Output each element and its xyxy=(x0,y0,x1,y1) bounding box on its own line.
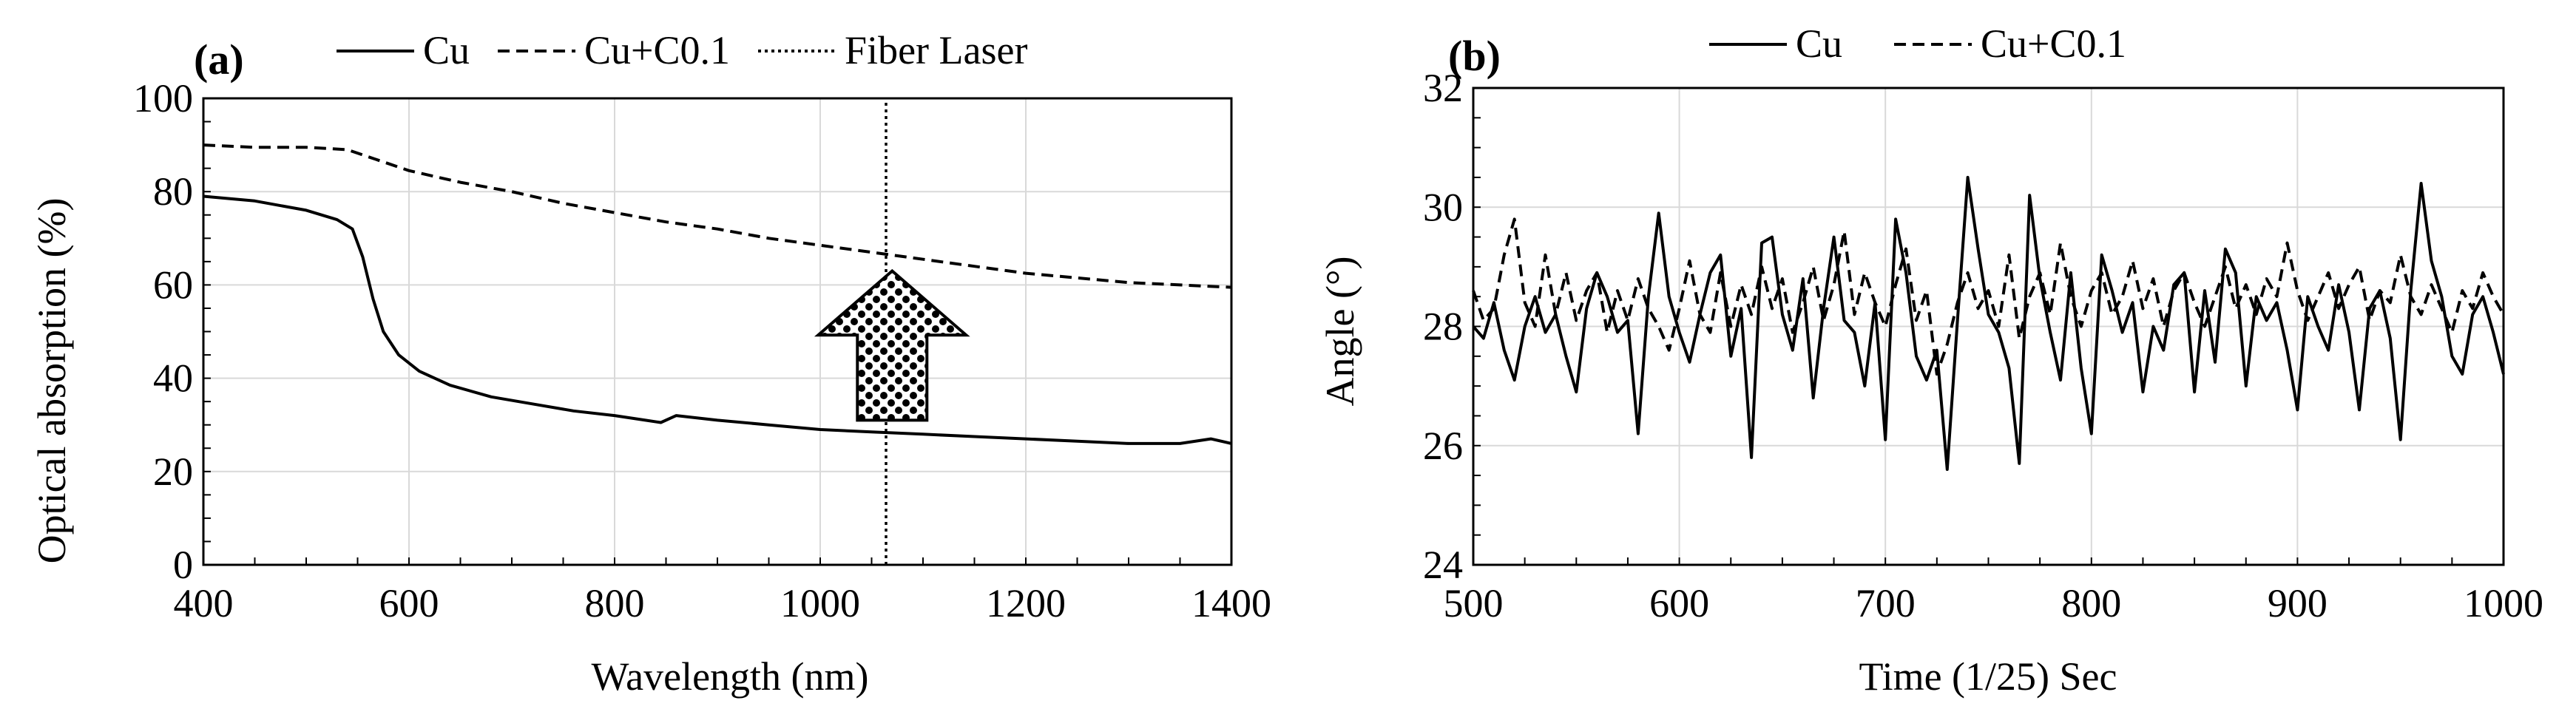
a-x-tick-label: 1200 xyxy=(986,581,1066,625)
a-series-cu xyxy=(203,194,1232,445)
b-x-tick-label: 700 xyxy=(1856,581,1916,625)
b-y-tick-label: 28 xyxy=(1423,305,1463,349)
b-x-tick-label: 1000 xyxy=(2464,581,2543,625)
a-y-tick-label: 80 xyxy=(153,169,193,214)
a-legend-label: Cu xyxy=(423,28,470,72)
panel-b-series xyxy=(1472,175,2505,471)
panel-a-legend: Cu Cu+C0.1 Fiber Laser xyxy=(337,28,1027,72)
b-x-tick-label: 800 xyxy=(2061,581,2121,625)
panel-b-y-axis-label: Angle (°) xyxy=(1318,256,1362,406)
panel-a-label: (a) xyxy=(194,35,244,84)
a-x-tick-label: 1000 xyxy=(780,581,860,625)
panel-b-label: (b) xyxy=(1448,32,1501,80)
panel-a-ticks: 400 600 800 1000 1200 1400 0 20 40 60 80 100 xyxy=(133,76,1271,625)
panel-b-plot-frame xyxy=(1472,86,2505,566)
b-series-cu xyxy=(1472,175,2505,471)
b-legend-label: Cu+C0.1 xyxy=(1981,21,2126,66)
b-x-tick-label: 600 xyxy=(1649,581,1709,625)
b-y-tick-label: 32 xyxy=(1423,66,1463,110)
a-legend-label: Cu+C0.1 xyxy=(584,28,730,72)
panel-a-grid xyxy=(203,98,1231,565)
a-x-tick-label: 600 xyxy=(379,581,439,625)
panel-b-x-axis-label: Time (1/25) Sec xyxy=(1859,654,2117,699)
panel-a-plot-frame xyxy=(202,97,1233,566)
b-y-tick-label: 24 xyxy=(1423,543,1463,587)
panel-a: 400 600 800 1000 1200 1400 0 20 40 60 80 100 Cu Cu+C… xyxy=(30,28,1271,699)
b-y-tick-label: 26 xyxy=(1423,424,1463,468)
panel-a-series xyxy=(203,98,1232,565)
a-y-tick-label: 40 xyxy=(153,356,193,401)
b-y-tick-label: 30 xyxy=(1423,185,1463,229)
a-legend-label: Fiber Laser xyxy=(845,28,1027,72)
a-y-tick-label: 0 xyxy=(173,543,193,587)
a-x-tick-label: 1400 xyxy=(1191,581,1271,625)
panel-a-x-axis-label: Wavelength (nm) xyxy=(591,654,868,699)
a-series-cu-c0-1 xyxy=(203,143,1232,289)
b-x-tick-label: 500 xyxy=(1444,581,1504,625)
a-y-tick-label: 20 xyxy=(153,449,193,494)
a-y-tick-label: 60 xyxy=(153,262,193,307)
a-x-tick-label: 400 xyxy=(174,581,234,625)
b-series-cu-c0-1 xyxy=(1472,217,2505,376)
panel-b-ticks: 500 600 700 800 900 1000 24 26 28 30 32 xyxy=(1423,66,2543,625)
block-arrow-up-icon xyxy=(814,268,970,422)
panel-a-y-axis-label: Optical absorption (%) xyxy=(30,198,74,564)
a-x-tick-label: 800 xyxy=(585,581,645,625)
b-x-tick-label: 900 xyxy=(2268,581,2327,625)
panel-a-annotations xyxy=(814,268,970,422)
a-y-tick-label: 100 xyxy=(133,76,193,121)
b-legend-label: Cu xyxy=(1796,21,1842,66)
panel-b-legend: Cu Cu+C0.1 xyxy=(1709,21,2126,66)
